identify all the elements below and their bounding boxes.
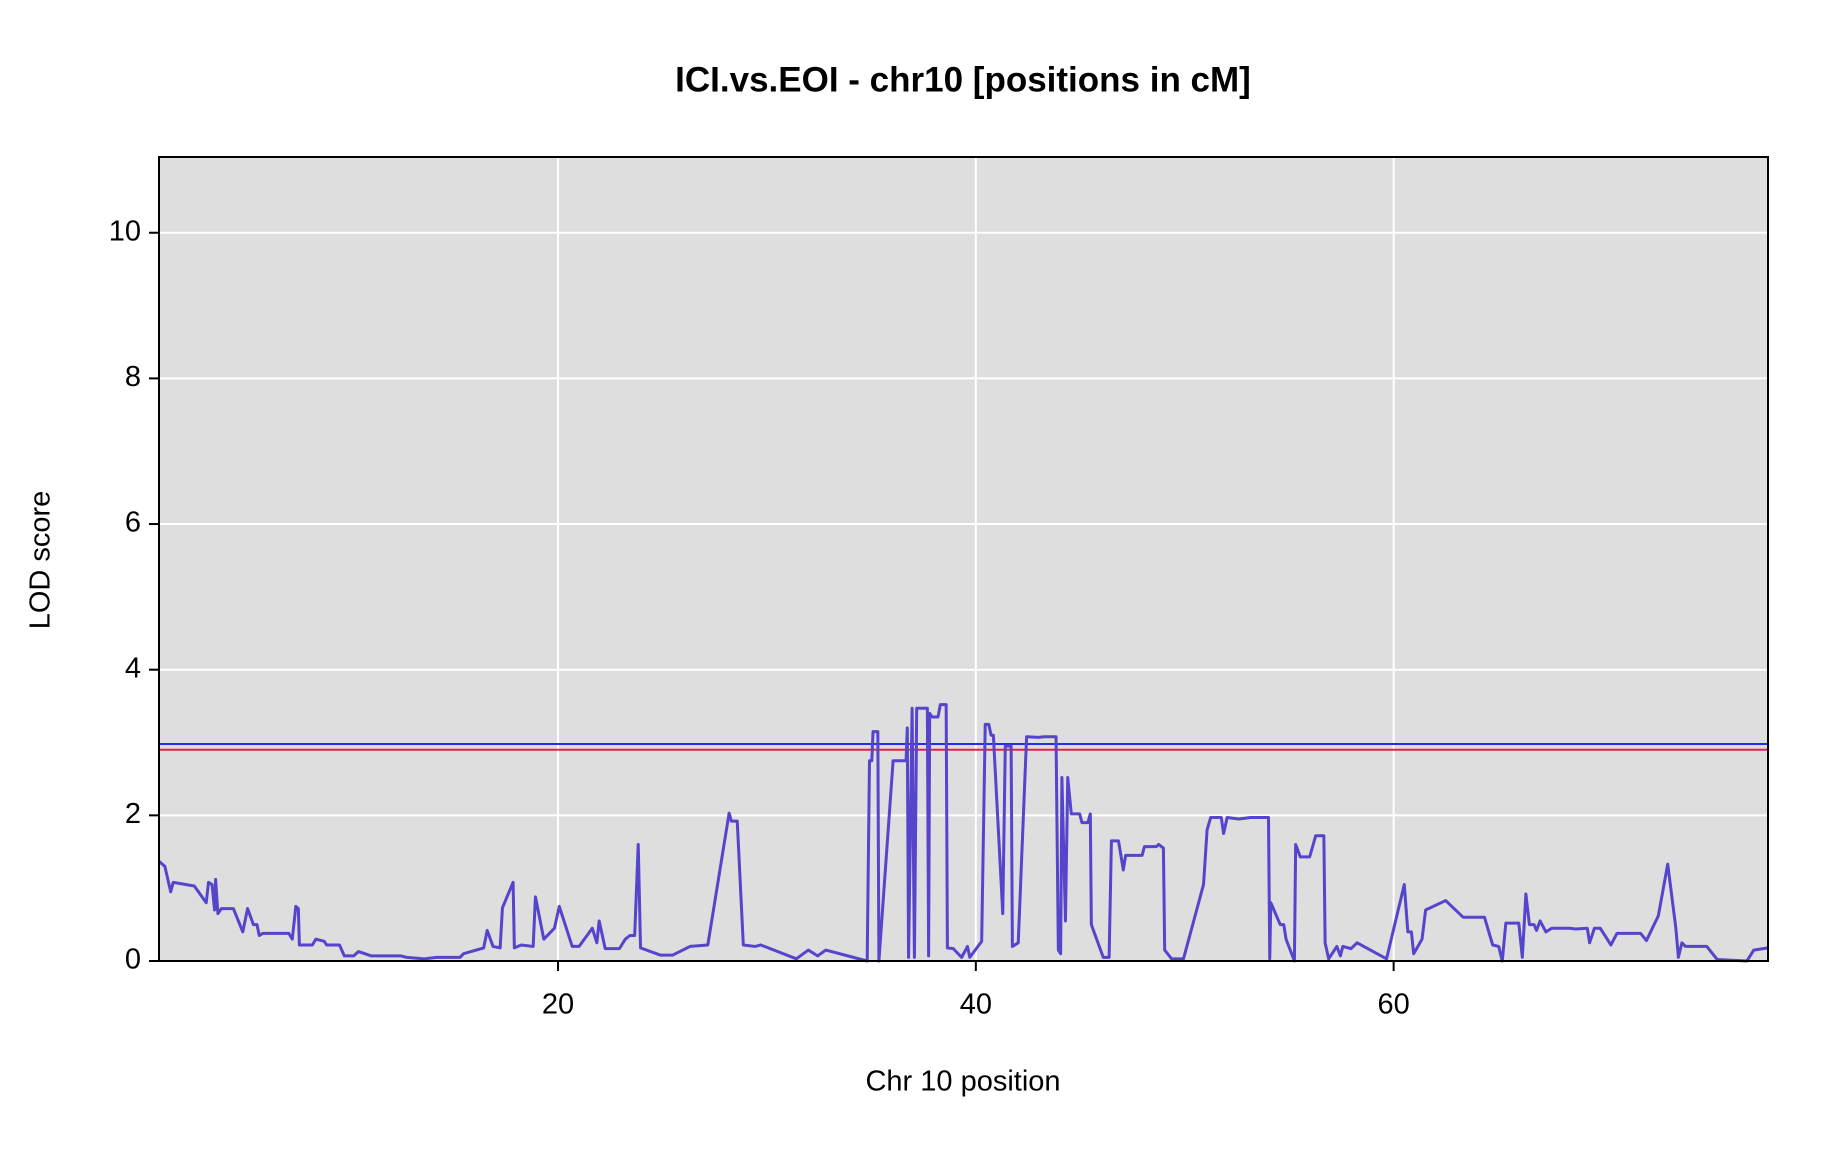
y-tick-label: 0	[125, 944, 141, 976]
plot-area	[159, 157, 1768, 961]
y-tick-label: 2	[125, 798, 141, 830]
x-tick-label: 60	[1378, 989, 1410, 1021]
x-tick-label: 40	[960, 989, 992, 1021]
x-axis-label: Chr 10 position	[865, 1066, 1060, 1098]
y-tick-label: 8	[125, 361, 141, 393]
y-tick-label: 4	[125, 652, 141, 684]
lod-line	[158, 703, 1769, 963]
x-tick-label: 20	[542, 989, 574, 1021]
chart-title: ICI.vs.EOI - chr10 [positions in cM]	[675, 60, 1251, 99]
y-axis-label: LOD score	[25, 491, 57, 630]
y-tick-label: 6	[125, 507, 141, 539]
plot-frame	[158, 156, 1769, 962]
y-tick-label: 10	[109, 215, 141, 247]
marks	[158, 703, 1769, 963]
